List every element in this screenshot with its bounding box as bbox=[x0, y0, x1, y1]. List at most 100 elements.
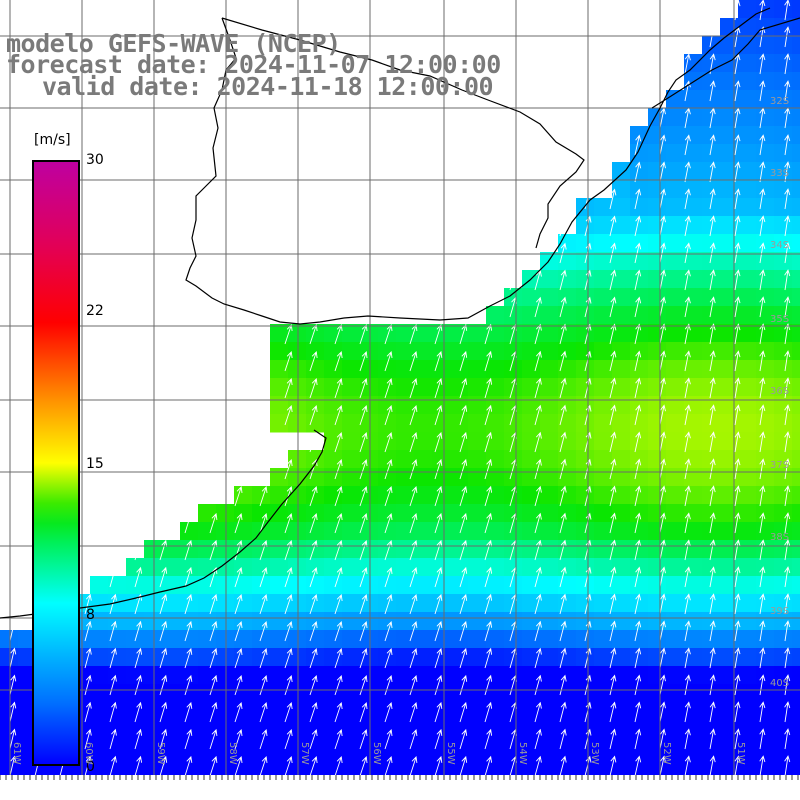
wind-cell bbox=[576, 702, 595, 721]
wind-cell bbox=[450, 450, 469, 469]
wind-cell bbox=[288, 504, 307, 523]
wind-cell bbox=[738, 198, 757, 217]
wind-arrow bbox=[359, 594, 368, 615]
wind-cell bbox=[774, 90, 793, 109]
lon-label: 54W bbox=[517, 742, 528, 765]
wind-arrow bbox=[709, 269, 716, 291]
wind-cell bbox=[414, 378, 433, 397]
wind-arrow bbox=[659, 674, 666, 696]
wind-cell bbox=[558, 648, 577, 667]
wind-cell bbox=[450, 612, 469, 631]
wind-cell bbox=[396, 486, 415, 505]
wind-arrow bbox=[84, 701, 92, 723]
wind-arrow bbox=[184, 593, 193, 615]
wind-cell bbox=[738, 648, 757, 667]
wind-arrow bbox=[584, 593, 592, 615]
wind-cell bbox=[216, 612, 235, 631]
wind-cell bbox=[270, 396, 289, 415]
wind-cell bbox=[684, 576, 703, 595]
wind-arrow bbox=[459, 512, 468, 534]
wind-cell bbox=[360, 360, 379, 379]
wind-cell bbox=[738, 270, 757, 289]
wind-cell bbox=[576, 756, 595, 775]
wind-cell bbox=[468, 540, 487, 559]
wind-cell bbox=[234, 558, 253, 577]
wind-cell bbox=[270, 324, 289, 343]
wind-cell bbox=[414, 360, 433, 379]
wind-cell bbox=[792, 486, 800, 505]
wind-cell bbox=[342, 432, 361, 451]
wind-cell bbox=[612, 702, 631, 721]
wind-cell bbox=[612, 306, 631, 325]
wind-cell bbox=[504, 306, 523, 325]
wind-arrow bbox=[259, 540, 268, 561]
wind-cell bbox=[450, 378, 469, 397]
wind-arrow bbox=[384, 702, 393, 723]
wind-cell bbox=[702, 684, 721, 703]
wind-cell bbox=[738, 18, 757, 37]
wind-arrow bbox=[584, 512, 592, 534]
wind-cell bbox=[450, 702, 469, 721]
wind-arrow bbox=[684, 161, 691, 183]
wind-cell bbox=[108, 576, 127, 595]
wind-cell bbox=[684, 504, 703, 523]
wind-cell bbox=[774, 558, 793, 577]
wind-arrow bbox=[534, 377, 542, 399]
wind-cell bbox=[558, 540, 577, 559]
wind-cell bbox=[594, 504, 613, 523]
wind-cell bbox=[666, 630, 685, 649]
wind-cell bbox=[594, 324, 613, 343]
wind-arrow bbox=[409, 540, 418, 561]
wind-cell bbox=[666, 162, 685, 181]
wind-arrow bbox=[534, 620, 542, 642]
wind-cell bbox=[702, 180, 721, 199]
wind-cell bbox=[252, 576, 271, 595]
wind-cell bbox=[540, 558, 559, 577]
wind-cell bbox=[774, 738, 793, 757]
wind-arrow bbox=[684, 323, 691, 345]
wind-cell bbox=[342, 558, 361, 577]
wind-cell bbox=[378, 738, 397, 757]
wind-cell bbox=[522, 630, 541, 649]
wind-cell bbox=[522, 540, 541, 559]
wind-cell bbox=[756, 504, 775, 523]
wind-cell bbox=[558, 702, 577, 721]
wind-cell bbox=[774, 648, 793, 667]
wind-arrow bbox=[334, 486, 343, 507]
wind-cell bbox=[522, 396, 541, 415]
wind-cell bbox=[774, 414, 793, 433]
wind-arrow bbox=[634, 323, 642, 345]
wind-arrow bbox=[634, 728, 642, 750]
wind-cell bbox=[288, 450, 307, 469]
wind-cell bbox=[702, 468, 721, 487]
wind-cell bbox=[648, 684, 667, 703]
wind-cell bbox=[270, 738, 289, 757]
wind-cell bbox=[738, 108, 757, 127]
wind-cell bbox=[738, 342, 757, 361]
wind-arrow bbox=[234, 756, 243, 777]
wind-cell bbox=[486, 576, 505, 595]
wind-cell bbox=[774, 234, 793, 253]
wind-cell bbox=[162, 684, 181, 703]
wind-cell bbox=[612, 396, 631, 415]
wind-arrow bbox=[434, 350, 443, 372]
wind-cell bbox=[648, 594, 667, 613]
wind-arrow bbox=[434, 566, 443, 588]
wind-cell bbox=[180, 558, 199, 577]
wind-cell bbox=[630, 522, 649, 541]
wind-cell bbox=[504, 450, 523, 469]
wind-cell bbox=[288, 414, 307, 433]
wind-cell bbox=[576, 450, 595, 469]
wind-cell bbox=[702, 126, 721, 145]
wind-arrow bbox=[534, 728, 542, 750]
wind-arrow bbox=[709, 80, 716, 102]
colorbar bbox=[32, 160, 80, 766]
wind-cell bbox=[702, 612, 721, 631]
wind-arrow bbox=[709, 134, 716, 156]
wind-cell bbox=[702, 288, 721, 307]
wind-cell bbox=[684, 270, 703, 289]
wind-cell bbox=[486, 486, 505, 505]
wind-cell bbox=[234, 666, 253, 685]
wind-arrow bbox=[734, 512, 741, 534]
wind-arrow bbox=[534, 566, 542, 588]
